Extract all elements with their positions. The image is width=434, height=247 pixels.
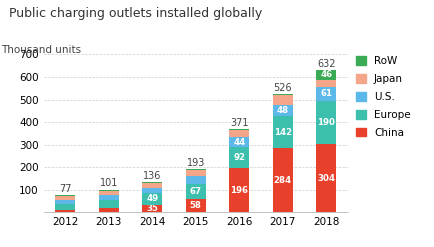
Bar: [99, 208, 118, 212]
Bar: [142, 188, 162, 193]
Bar: [56, 204, 75, 210]
Text: 526: 526: [273, 82, 291, 93]
Text: 49: 49: [146, 194, 158, 204]
Text: 196: 196: [230, 186, 248, 195]
Text: 284: 284: [273, 176, 291, 185]
Bar: [273, 95, 292, 105]
Bar: [273, 148, 292, 212]
Text: Public charging outlets installed globally: Public charging outlets installed global…: [9, 7, 261, 21]
Bar: [56, 210, 75, 212]
Bar: [186, 169, 205, 170]
Text: Thousand units: Thousand units: [1, 45, 81, 55]
Bar: [316, 101, 335, 144]
Legend: RoW, Japan, U.S., Europe, China: RoW, Japan, U.S., Europe, China: [355, 56, 410, 138]
Bar: [186, 176, 205, 184]
Bar: [273, 94, 292, 95]
Text: 193: 193: [186, 158, 204, 168]
Text: 371: 371: [230, 118, 248, 127]
Bar: [229, 168, 249, 212]
Bar: [273, 116, 292, 148]
Text: 35: 35: [146, 204, 158, 213]
Bar: [142, 182, 162, 183]
Bar: [99, 200, 118, 208]
Text: 61: 61: [319, 89, 332, 99]
Bar: [56, 196, 75, 200]
Bar: [229, 147, 249, 168]
Bar: [142, 183, 162, 188]
Text: 92: 92: [233, 153, 245, 162]
Bar: [186, 170, 205, 176]
Bar: [56, 195, 75, 196]
Text: 190: 190: [316, 118, 335, 127]
Bar: [316, 87, 335, 101]
Text: 142: 142: [273, 128, 291, 137]
Bar: [316, 70, 335, 80]
Bar: [316, 80, 335, 87]
Text: 101: 101: [99, 179, 118, 188]
Text: 58: 58: [189, 201, 201, 210]
Bar: [186, 184, 205, 199]
Text: 632: 632: [316, 59, 335, 69]
Bar: [142, 193, 162, 205]
Bar: [316, 144, 335, 212]
Bar: [229, 130, 249, 137]
Text: 304: 304: [316, 174, 335, 183]
Bar: [229, 137, 249, 147]
Bar: [229, 129, 249, 130]
Text: 46: 46: [319, 70, 332, 79]
Text: 67: 67: [189, 187, 201, 196]
Bar: [273, 105, 292, 116]
Bar: [56, 200, 75, 204]
Bar: [142, 205, 162, 212]
Text: 48: 48: [276, 106, 288, 115]
Text: 77: 77: [59, 184, 71, 194]
Bar: [99, 190, 118, 195]
Bar: [99, 195, 118, 200]
Text: 136: 136: [143, 171, 161, 181]
Bar: [186, 199, 205, 212]
Text: 44: 44: [233, 138, 245, 147]
